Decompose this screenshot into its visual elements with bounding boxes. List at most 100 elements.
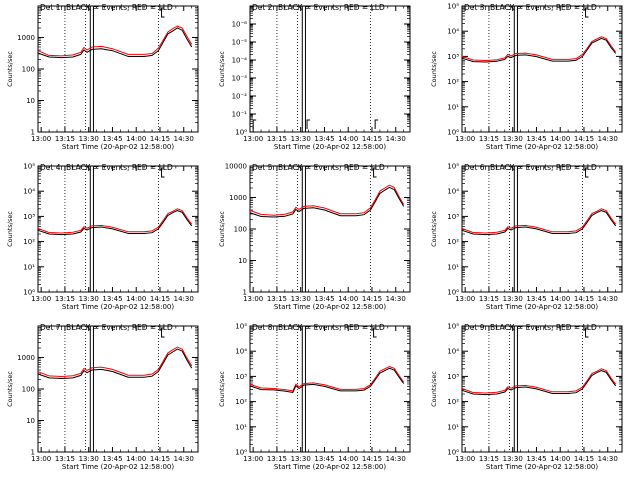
series-line-lld (461, 208, 617, 234)
x-tick-label: 14:00 (550, 455, 570, 463)
x-axis-label: Start Time (20-Apr-02 12:58:00) (62, 303, 174, 311)
x-tick-label: 13:00 (31, 295, 51, 303)
x-tick-label: 13:45 (314, 135, 334, 143)
y-tick-label: 1 (31, 129, 35, 137)
bracket-marker (252, 119, 257, 129)
x-tick-label: 13:30 (503, 455, 523, 463)
plot-frame (249, 325, 411, 453)
y-tick-label: 10¹ (447, 423, 459, 431)
x-tick-label: 14:30 (386, 135, 406, 143)
x-axis-label: Start Time (20-Apr-02 12:58:00) (486, 303, 598, 311)
panel-title: Det 9r BLACK = Events, RED = LLD (464, 323, 597, 332)
bracket-marker (373, 327, 377, 338)
panel-6: Det 6r BLACK = Events, RED = LLD 10⁰ 10¹ 10… (430, 163, 623, 311)
x-tick-label: 13:30 (503, 135, 523, 143)
y-tick-label: 10⁰ (447, 289, 459, 297)
y-tick-label: 10⁵ (447, 3, 459, 11)
bracket-marker (373, 167, 377, 178)
x-tick-label: 14:30 (598, 135, 618, 143)
y-tick-label: 100 (234, 226, 247, 234)
y-axis-label: Counts/sec (218, 51, 226, 87)
y-tick-label: 10⁵ (235, 323, 247, 331)
x-axis-label: Start Time (20-Apr-02 12:58:00) (274, 143, 386, 151)
plot-frame (37, 5, 199, 133)
x-tick-label: 13:00 (455, 295, 475, 303)
y-axis-label: Counts/sec (6, 211, 14, 247)
x-tick-label: 13:15 (267, 135, 287, 143)
y-tick-label: 10 (26, 417, 35, 425)
x-tick-label: 13:30 (503, 295, 523, 303)
y-tick-label: 10⁰ (23, 289, 35, 297)
y-tick-label: 10¹ (447, 103, 459, 111)
x-tick-label: 14:00 (338, 455, 358, 463)
panel-title: Det 4r BLACK = Events, RED = LLD (40, 163, 173, 172)
series-line-lld (37, 346, 193, 378)
y-tick-label: 10⁻⁴ (232, 57, 248, 65)
y-tick-label: 10⁴ (23, 188, 35, 196)
x-tick-label: 14:30 (386, 295, 406, 303)
y-tick-label: 1000 (17, 354, 35, 362)
panel-5: Det 5r BLACK = Events, RED = LLD 1 10 100 10… (218, 163, 411, 311)
y-tick-label: 10⁻³ (232, 75, 248, 83)
x-tick-label: 13:45 (102, 295, 122, 303)
x-tick-label: 13:30 (79, 295, 99, 303)
x-tick-label: 14:15 (574, 295, 594, 303)
bracket-marker (306, 119, 311, 129)
series-line-lld (37, 208, 193, 234)
x-tick-label: 14:30 (598, 455, 618, 463)
x-tick-label: 13:30 (79, 135, 99, 143)
series-line-events (37, 210, 193, 236)
y-tick-label: 10⁴ (235, 348, 247, 356)
y-tick-label: 1000 (17, 34, 35, 42)
bracket-marker (161, 7, 165, 18)
x-tick-label: 13:00 (31, 455, 51, 463)
x-tick-label: 13:15 (479, 295, 499, 303)
series-line-events (461, 370, 617, 396)
y-tick-label: 100 (22, 66, 35, 74)
series-line-lld (461, 36, 617, 62)
x-axis-label: Start Time (20-Apr-02 12:58:00) (62, 143, 174, 151)
x-tick-label: 14:30 (174, 455, 194, 463)
x-tick-label: 14:15 (362, 135, 382, 143)
y-axis-label: Counts/sec (218, 371, 226, 407)
x-tick-label: 13:45 (102, 455, 122, 463)
x-tick-label: 14:00 (550, 295, 570, 303)
x-tick-label: 13:00 (455, 455, 475, 463)
y-tick-label: 10¹ (23, 263, 35, 271)
x-tick-label: 14:15 (362, 295, 382, 303)
x-tick-label: 14:15 (574, 455, 594, 463)
y-tick-label: 10⁴ (447, 28, 459, 36)
x-axis-label: Start Time (20-Apr-02 12:58:00) (274, 303, 386, 311)
x-axis-label: Start Time (20-Apr-02 12:58:00) (486, 143, 598, 151)
panel-9: Det 9r BLACK = Events, RED = LLD 10⁰ 10¹ 10… (430, 323, 623, 471)
x-tick-label: 13:00 (31, 135, 51, 143)
panel-title: Det 7r BLACK = Events, RED = LLD (40, 323, 173, 332)
x-tick-label: 14:00 (126, 295, 146, 303)
y-tick-label: 10000 (225, 163, 247, 171)
y-tick-label: 100 (22, 386, 35, 394)
y-axis-label: Counts/sec (430, 371, 438, 407)
plot-frame (37, 325, 199, 453)
y-tick-label: 10⁵ (447, 163, 459, 171)
x-tick-label: 14:15 (150, 295, 170, 303)
bracket-marker (585, 7, 589, 18)
y-tick-label: 10⁰ (235, 129, 247, 137)
bracket-marker (374, 119, 379, 129)
x-tick-label: 13:15 (479, 455, 499, 463)
x-tick-label: 13:45 (526, 295, 546, 303)
series-line-events (461, 210, 617, 236)
y-tick-label: 10⁰ (235, 449, 247, 457)
y-axis-label: Counts/sec (218, 211, 226, 247)
panel-title: Det 6r BLACK = Events, RED = LLD (464, 163, 597, 172)
plot-frame (461, 5, 623, 133)
panel-7: Det 7r BLACK = Events, RED = LLD 1 10 100 10… (6, 323, 199, 471)
x-tick-label: 14:00 (338, 295, 358, 303)
y-axis-label: Counts/sec (430, 51, 438, 87)
x-tick-label: 14:15 (362, 455, 382, 463)
panel-4: Det 4r BLACK = Events, RED = LLD 10⁰ 10¹ 10… (6, 163, 199, 311)
y-axis-label: Counts/sec (6, 51, 14, 87)
x-axis-label: Start Time (20-Apr-02 12:58:00) (274, 463, 386, 471)
series-line-events (249, 367, 405, 394)
panel-3: Det 3r BLACK = Events, RED = LLD 10⁰ 10¹ 10… (430, 3, 623, 151)
bracket-marker (585, 167, 589, 178)
